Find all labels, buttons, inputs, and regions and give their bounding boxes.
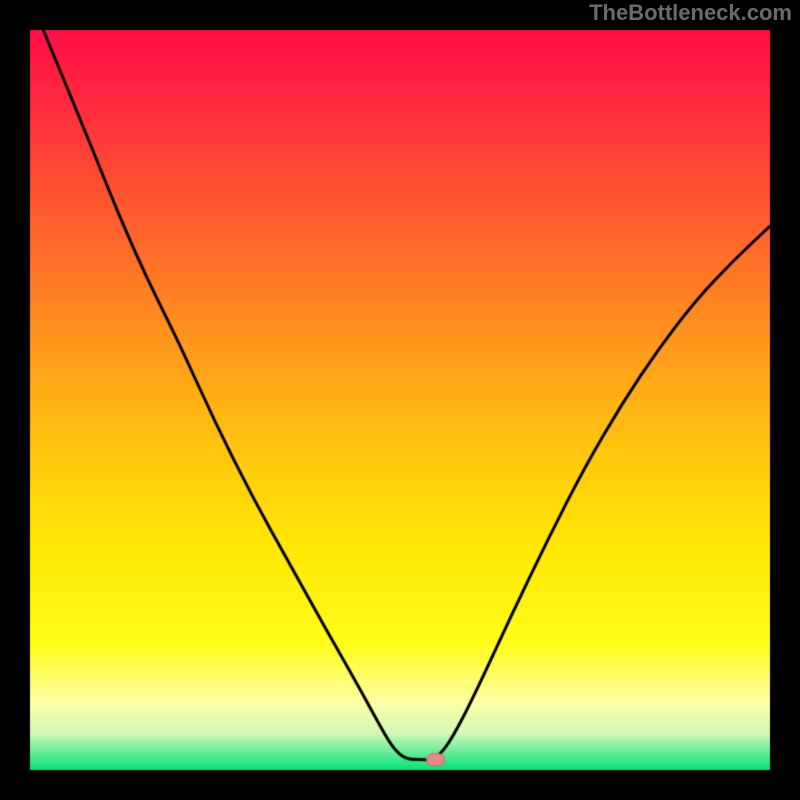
bottleneck-curve	[0, 0, 800, 800]
chart-container: TheBottleneck.com	[0, 0, 800, 800]
watermark-text: TheBottleneck.com	[589, 0, 792, 26]
